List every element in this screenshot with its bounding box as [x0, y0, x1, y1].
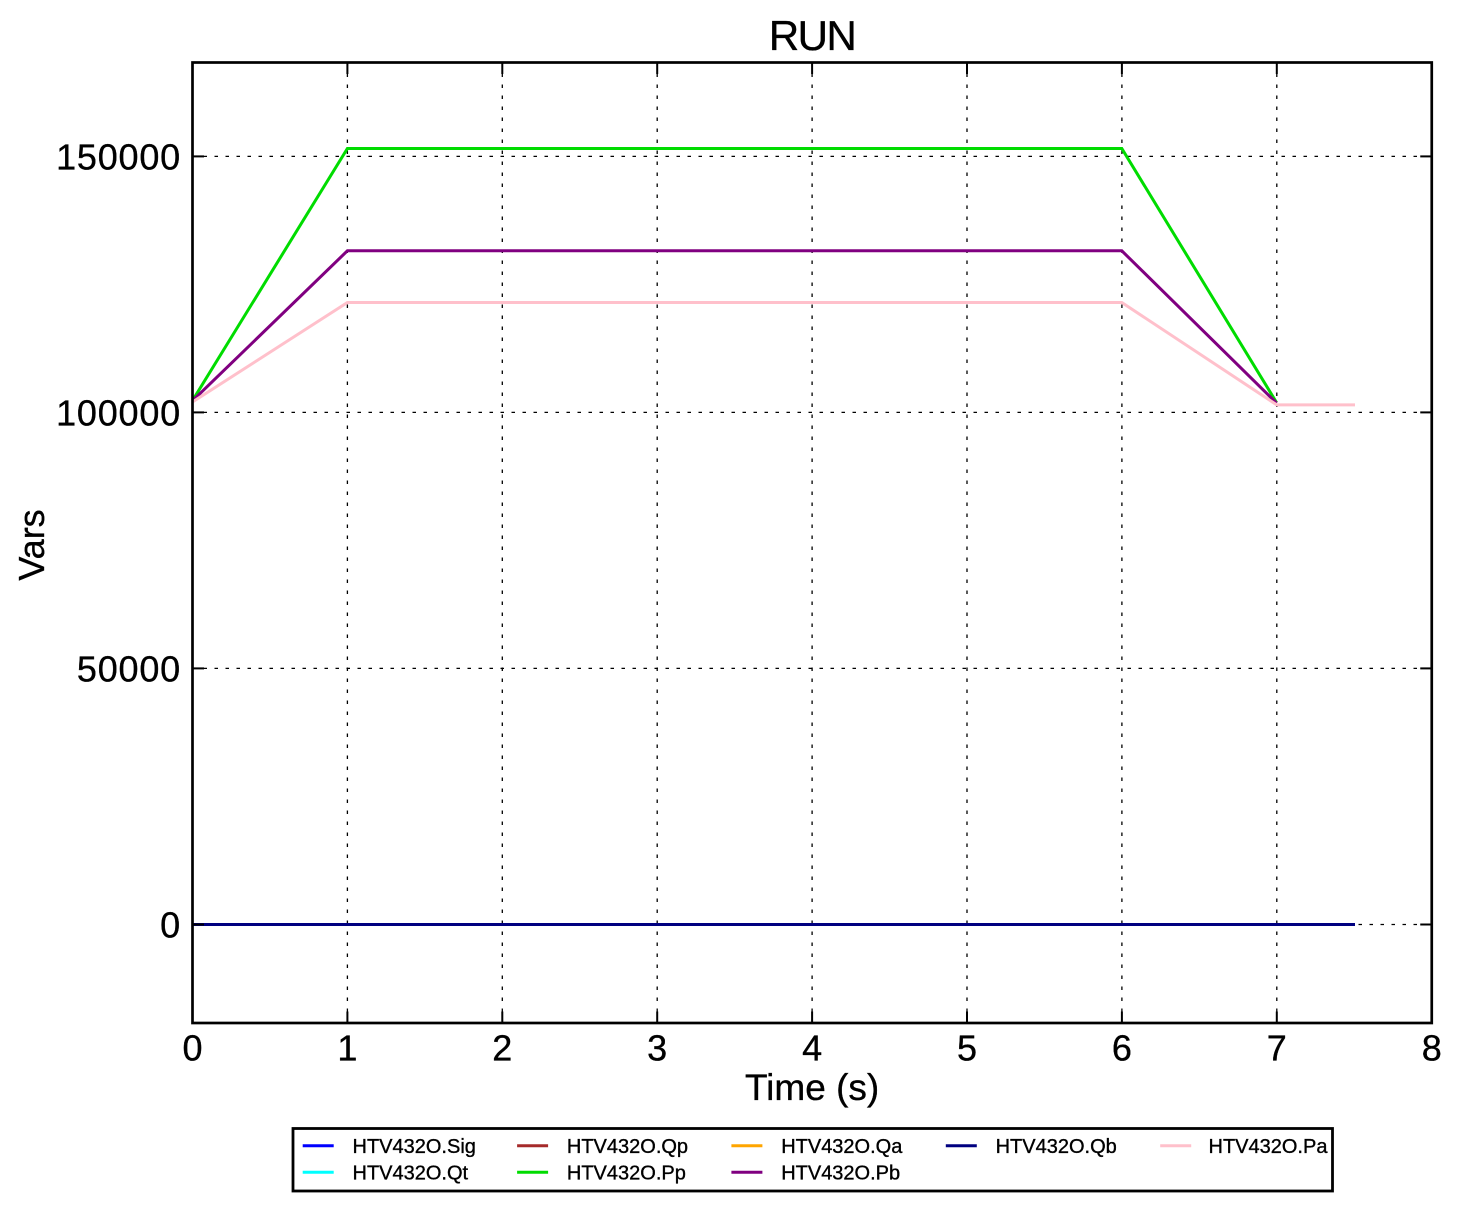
- svg-text:6: 6: [1112, 1028, 1132, 1069]
- svg-text:50000: 50000: [77, 649, 181, 690]
- svg-text:RUN: RUN: [769, 12, 856, 59]
- svg-text:4: 4: [802, 1028, 822, 1069]
- svg-text:100000: 100000: [56, 393, 181, 434]
- svg-text:0: 0: [182, 1028, 202, 1069]
- svg-text:HTV432O.Pa: HTV432O.Pa: [1209, 1136, 1329, 1158]
- svg-text:HTV432O.Qb: HTV432O.Qb: [996, 1136, 1117, 1158]
- svg-text:HTV432O.Qt: HTV432O.Qt: [353, 1163, 469, 1185]
- svg-text:HTV432O.Sig: HTV432O.Sig: [353, 1136, 476, 1158]
- svg-text:Vars: Vars: [11, 509, 52, 580]
- svg-text:150000: 150000: [56, 137, 181, 178]
- svg-text:HTV432O.Qa: HTV432O.Qa: [781, 1136, 903, 1158]
- svg-text:0: 0: [160, 905, 181, 946]
- svg-text:2: 2: [492, 1028, 512, 1069]
- svg-text:HTV432O.Pp: HTV432O.Pp: [567, 1163, 686, 1185]
- svg-text:3: 3: [647, 1028, 667, 1069]
- svg-text:Time (s): Time (s): [745, 1067, 879, 1108]
- svg-text:5: 5: [957, 1028, 977, 1069]
- svg-text:7: 7: [1267, 1028, 1287, 1069]
- svg-text:HTV432O.Pb: HTV432O.Pb: [781, 1163, 900, 1185]
- svg-text:1: 1: [337, 1028, 357, 1069]
- svg-text:8: 8: [1422, 1028, 1442, 1069]
- svg-text:HTV432O.Qp: HTV432O.Qp: [567, 1136, 688, 1158]
